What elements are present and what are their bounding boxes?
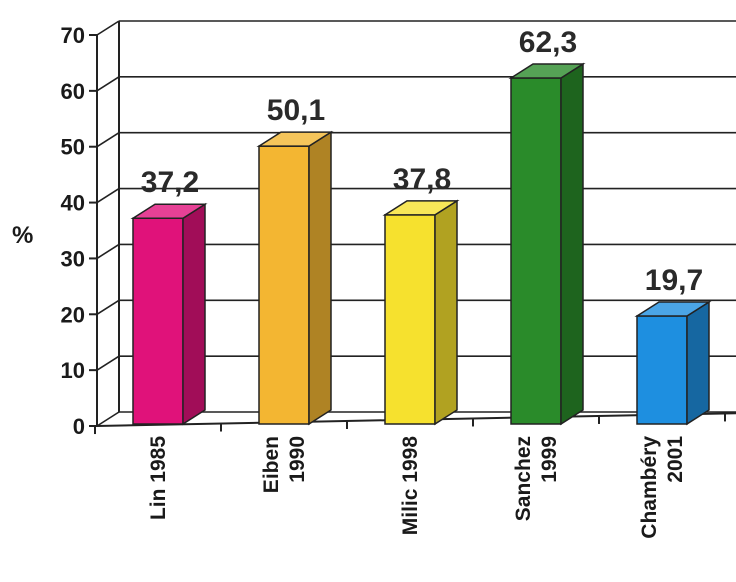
x-tick-label: Sanchez	[512, 436, 535, 521]
y-tick-label: 10	[61, 358, 85, 383]
bar-side	[182, 202, 206, 426]
bar	[634, 300, 712, 426]
bar-side	[434, 199, 458, 426]
x-tick-label: 1990	[286, 436, 309, 483]
bar-front	[384, 214, 436, 425]
data-label: 37,2	[141, 166, 199, 199]
y-tick-label: 50	[61, 135, 85, 160]
y-tick-label: 0	[73, 414, 85, 439]
bar-front	[258, 145, 310, 425]
x-tick-label: 1999	[538, 436, 561, 483]
data-label: 62,3	[519, 26, 577, 59]
bar-side	[308, 130, 332, 426]
x-tick-label: Eiben	[260, 436, 283, 493]
bar	[256, 130, 334, 426]
y-tick-label: 40	[61, 191, 85, 216]
x-tick-label: 2001	[664, 436, 687, 483]
bar	[382, 199, 460, 426]
data-label: 50,1	[267, 94, 325, 127]
bar	[130, 202, 208, 426]
data-label: 37,8	[393, 163, 451, 196]
bar-front	[132, 217, 184, 425]
y-tick-label: 30	[61, 246, 85, 271]
bar-front	[636, 315, 688, 425]
y-tick-label: 20	[61, 302, 85, 327]
bar-top	[508, 63, 586, 79]
x-tick-label: Lin 1985	[147, 436, 170, 520]
bars	[130, 62, 712, 426]
bar-top	[634, 301, 712, 317]
bar-top	[130, 203, 208, 219]
bar-side	[560, 62, 584, 426]
data-label: 19,7	[645, 264, 703, 297]
bar-side	[686, 300, 710, 426]
x-tick-label: Chambéry	[638, 436, 661, 539]
y-tick-label: 70	[61, 23, 85, 48]
y-tick-label: 60	[61, 79, 85, 104]
bar	[508, 62, 586, 426]
bar-top	[256, 131, 334, 147]
labels: 0 10 20 30 40 50 60 70 37,2 Lin 1985 50,1 Eiben 1990…	[61, 23, 704, 539]
y-axis-title: %	[12, 222, 33, 249]
bar-front	[510, 77, 562, 425]
bar-top	[382, 200, 460, 216]
x-tick-label: Milic 1998	[399, 436, 422, 536]
